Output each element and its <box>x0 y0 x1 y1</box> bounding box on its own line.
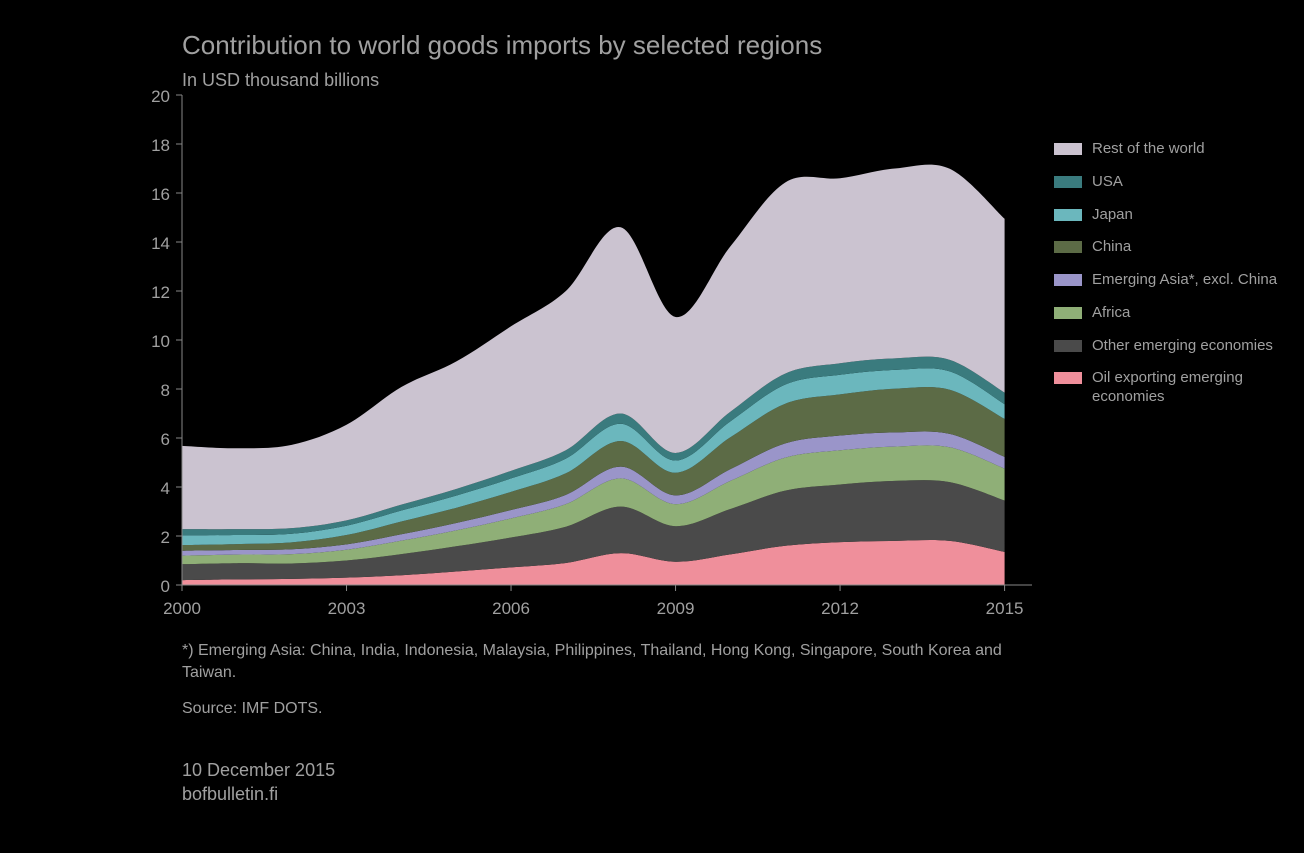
y-axis-title: In USD thousand billions <box>182 70 379 91</box>
publication-date: 10 December 2015 <box>182 760 335 781</box>
legend-item-other: Other emerging economies <box>1054 337 1302 356</box>
legend-swatch <box>1054 340 1082 352</box>
legend-label: USA <box>1092 173 1123 192</box>
legend-swatch <box>1054 241 1082 253</box>
y-tick-label: 20 <box>132 87 170 107</box>
legend-label: Oil exporting emerging economies <box>1092 369 1302 407</box>
y-tick-label: 14 <box>132 234 170 254</box>
y-tick-label: 18 <box>132 136 170 156</box>
legend-item-rest: Rest of the world <box>1054 140 1302 159</box>
legend-label: Rest of the world <box>1092 140 1205 159</box>
legend-item-africa: Africa <box>1054 304 1302 323</box>
stacked-area-chart <box>182 95 1032 585</box>
chart-title: Contribution to world goods imports by s… <box>182 30 822 61</box>
legend: Rest of the world USA Japan China Emerging A… <box>1054 140 1302 421</box>
legend-swatch <box>1054 143 1082 155</box>
y-tick-label: 16 <box>132 185 170 205</box>
y-tick-label: 2 <box>132 528 170 548</box>
x-tick-label: 2009 <box>657 599 695 619</box>
legend-item-china: China <box>1054 238 1302 257</box>
legend-swatch <box>1054 372 1082 384</box>
x-tick-label: 2006 <box>492 599 530 619</box>
y-tick-label: 4 <box>132 479 170 499</box>
y-tick-label: 12 <box>132 283 170 303</box>
y-tick-label: 10 <box>132 332 170 352</box>
legend-swatch <box>1054 209 1082 221</box>
x-tick-label: 2015 <box>986 599 1024 619</box>
legend-label: Japan <box>1092 206 1133 225</box>
legend-swatch <box>1054 274 1082 286</box>
legend-swatch <box>1054 307 1082 319</box>
y-tick-label: 8 <box>132 381 170 401</box>
legend-label: Africa <box>1092 304 1130 323</box>
legend-item-oil_exp: Oil exporting emerging economies <box>1054 369 1302 407</box>
source-line: Source: IMF DOTS. <box>182 700 322 718</box>
x-tick-label: 2012 <box>821 599 859 619</box>
legend-item-japan: Japan <box>1054 206 1302 225</box>
legend-label: Other emerging economies <box>1092 337 1273 356</box>
legend-label: Emerging Asia*, excl. China <box>1092 271 1277 290</box>
x-tick-label: 2003 <box>328 599 366 619</box>
x-tick-label: 2000 <box>163 599 201 619</box>
legend-swatch <box>1054 176 1082 188</box>
publication-url: bofbulletin.fi <box>182 784 278 805</box>
legend-item-em_asia_ex_china: Emerging Asia*, excl. China <box>1054 271 1302 290</box>
legend-label: China <box>1092 238 1131 257</box>
y-tick-label: 0 <box>132 577 170 597</box>
legend-item-usa: USA <box>1054 173 1302 192</box>
y-tick-label: 6 <box>132 430 170 450</box>
footnote: *) Emerging Asia: China, India, Indonesi… <box>182 640 1042 685</box>
